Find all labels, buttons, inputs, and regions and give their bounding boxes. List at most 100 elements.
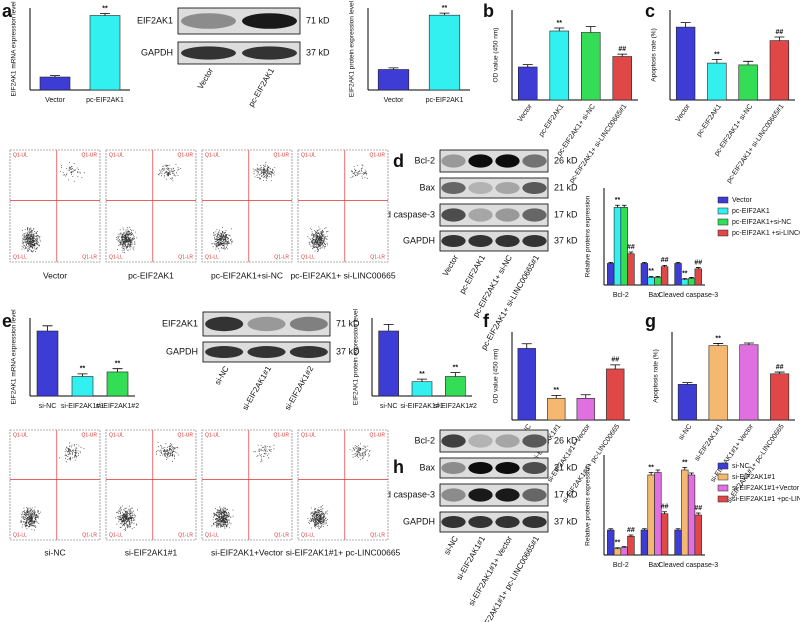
error-bar [743,60,754,65]
error-bar [675,528,681,530]
blot-band [468,154,493,168]
bar [89,15,121,91]
bar [647,277,655,286]
significance-mark: ## [661,504,669,511]
blot-size-label: 71 kD [336,318,360,328]
flow-frame [9,149,101,263]
blot-size-label: 21 kD [554,182,578,192]
quadrant-label: Q1-LR [82,532,97,538]
quadrant-label: Q1-LL [301,532,315,538]
lane-label: pc-EIF2AK1+ si-LINC00665#1 [479,253,541,351]
significance-mark: ## [694,259,702,266]
blot-band [181,13,236,29]
error-bar [695,512,701,515]
error-bar [621,546,627,548]
significance-mark: ** [648,464,654,471]
quadrant-label: Q1-LR [370,532,385,538]
significance-mark: ** [80,366,86,373]
quadrant-label: Q1-UR [273,432,289,438]
y-axis-label: Apoptosis rate (%) [651,28,658,81]
blot-band [495,208,520,222]
error-bar [713,343,724,346]
blot-size-label: 17 kD [554,489,578,499]
bar [613,207,622,286]
significance-mark: ** [102,5,108,12]
blot-band [468,235,493,247]
quadrant-label: Q1-LL [205,254,219,260]
x-tick-label: pc-EIF2AK1 [538,103,565,138]
legend-swatch [717,462,729,470]
error-bar [585,26,596,33]
flow-events [20,442,85,531]
panel-letter: b [483,1,494,21]
blot-row-label: EIF2AK1 [137,15,173,25]
y-axis-label: OD value (450 nm) [493,28,500,83]
significance-mark: ## [775,29,783,36]
blot-size-label: 26 kD [554,435,578,445]
blot-band [522,235,547,247]
quadrant-label: Q1-UL [109,152,124,158]
significance-mark: ## [776,364,784,371]
x-tick-label: si-EIF2AK1#1 [61,403,104,410]
error-bar [774,36,785,41]
blot-row-label: GAPDH [141,47,173,57]
bar [654,472,662,556]
quadrant-label: Q1-UR [369,152,385,158]
error-bar [689,277,694,279]
panel-letter: h [393,457,404,477]
y-axis-label: Relative proteins expression [585,195,592,277]
quadrant-label: Q1-LR [178,254,193,260]
blot-band [441,516,466,528]
panel-letter: d [393,151,404,171]
blot-frame [439,177,549,199]
blot-band [522,462,547,474]
bar [428,14,461,91]
quadrant-gate [298,150,388,262]
error-bar [628,251,634,254]
x-tick-label: pc-EIF2AK1 [696,103,723,138]
x-tick-label: Bcl-2 [613,292,629,299]
flow-caption: pc-EIF2AK1 [128,270,174,280]
significance-mark: ** [714,51,720,58]
legend-label: pc-EIF2AK1 +si-LINC00665#1 [732,230,800,237]
y-axis-label: OD value (450 nm) [493,349,500,404]
flow-frame [297,149,389,263]
blot-band [522,516,547,528]
flow-events [21,162,85,253]
quadrant-label: Q1-LR [178,532,193,538]
x-tick-label: si-EIF2AK1#1 [400,403,443,410]
x-tick-label: pc-EIF2AK1 [86,97,124,104]
x-tick-label: si-EIF2AK1#2 [434,403,477,410]
significance-mark: ## [627,527,635,534]
quadrant-gate [298,430,388,540]
error-bar [610,364,621,369]
blot-row-label: GAPDH [403,235,435,245]
blot-band [181,46,236,60]
quadrant-gate [106,150,196,262]
bar [687,278,696,286]
error-bar [617,53,628,57]
flow-frame [105,429,197,541]
bar [640,529,649,556]
error-bar [100,13,110,16]
panel-letter: e [2,311,12,331]
quadrant-label: Q1-UR [177,432,193,438]
x-tick-label: Bax [648,292,661,299]
flow-frame [201,429,293,541]
blot-row-label: Bcl-2 [414,155,435,165]
bar [675,26,696,101]
error-bar [417,378,427,382]
flow-caption: si-EIF2AK1+Vector [211,547,283,557]
blot-band [468,462,493,474]
bar [687,474,696,556]
blot-band [495,235,520,247]
bar [517,66,538,101]
blot-band [468,208,493,222]
bar [694,514,702,556]
blot-size-label: 26 kD [554,155,578,165]
panel-letter: a [2,1,13,21]
bar [378,330,399,397]
blot-size-label: 21 kD [554,462,578,472]
x-tick-label: si-NC [39,403,57,410]
blot-band [441,154,466,168]
